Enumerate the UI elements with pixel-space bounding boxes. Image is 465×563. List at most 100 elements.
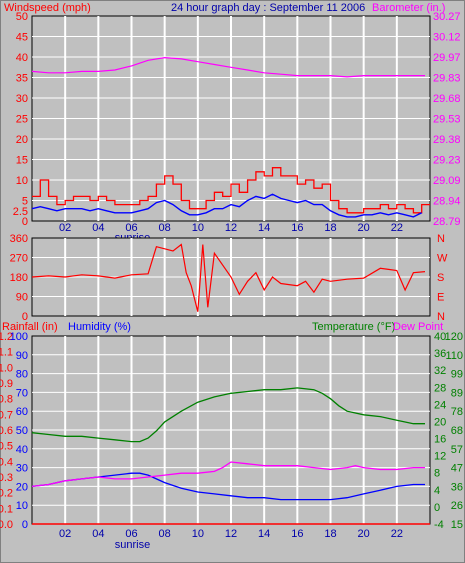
humidity-label: Humidity (%) [68,321,131,333]
celsius-tick-label: 32 [434,365,446,377]
wind-tick-label: 25 [16,114,28,126]
barometer-tick-label: 30.27 [433,11,461,23]
celsius-tick-label: 0 [434,502,440,514]
compass-tick-label: E [437,292,444,304]
compass-tick-label: N [437,233,445,245]
humidity-line [31,472,425,501]
humidity-tick-label: 20 [16,481,28,493]
fahrenheit-tick-label: 47 [451,463,463,475]
humidity-tick-label: 0 [22,519,28,531]
barometer-tick-label: 29.83 [433,73,461,85]
temperature-line [31,387,425,443]
barometer-line [31,56,425,78]
sunrise-label: sunrise [115,539,150,551]
wind-series [31,56,430,218]
temp-right-axis: -4 0 4 8 12 16 20 24 28 32 36 40 15 26 36 47 57 68 78 89 99 1… [434,331,463,531]
rain-tick-label: 0.8 [0,394,13,406]
celsius-tick-label: 24 [434,399,446,411]
wind-tick-label: 15 [16,155,28,167]
humidity-tick-label: 80 [16,369,28,381]
x-tick-label: 04 [92,528,104,540]
x-tick-label: 18 [324,528,336,540]
rain-tick-label: 0.9 [0,378,13,390]
rain-tick-label: 0.6 [0,425,13,437]
wind-left-axis: 02.55 10 15 20 25 30 35 40 45 50 [13,11,28,228]
fahrenheit-tick-label: 89 [451,387,463,399]
direction-tick-label: 180 [10,272,28,284]
wind-tick-label: 35 [16,73,28,85]
barometer-tick-label: 29.97 [433,52,461,64]
fahrenheit-tick-label: 15 [451,519,463,531]
rain-tick-label: 0.4 [0,456,13,468]
x-tick-label: 08 [159,222,171,234]
barometer-tick-label: 29.38 [433,134,461,146]
windspeed-label: Windspeed (mph) [4,2,91,14]
x-tick-label: 16 [291,222,303,234]
fahrenheit-tick-label: 78 [451,406,463,418]
celsius-tick-label: 8 [434,468,440,480]
wind-tick-label: 5 [22,196,28,208]
dew-point-label: Dew Point [393,321,443,333]
wind-tick-label: 50 [16,11,28,23]
fahrenheit-tick-label: 36 [451,481,463,493]
x-tick-label: 04 [92,222,104,234]
rain-tick-label: 1.0 [0,362,13,374]
dew-point-line [31,461,425,488]
fahrenheit-tick-label: 68 [451,425,463,437]
compass-tick-label: S [437,272,444,284]
wind-grid [32,16,430,221]
temp-left-axis: 0.0 0.1 0.2 0.3 0.4 0.5 0.6 0.7 0.8 0.9 1.0 1.1 1.2 0… [0,331,28,531]
direction-series [31,243,426,312]
celsius-tick-label: -4 [434,519,444,531]
barometer-tick-label: 30.12 [433,32,461,44]
direction-tick-label: 270 [10,253,28,265]
rain-tick-label: 0.1 [0,503,13,515]
wind-tick-label: 30 [16,93,28,105]
humidity-tick-label: 70 [16,387,28,399]
humidity-tick-label: 60 [16,406,28,418]
temperature-label: Temperature (°F) [312,321,395,333]
avg-wind-line [31,193,423,218]
barometer-tick-label: 29.09 [433,175,461,187]
barometer-tick-label: 29.68 [433,93,461,105]
temp-x-axis: 02 04 06 08 10 12 14 16 18 20 22 sunrise [59,528,403,551]
barometer-tick-label: 29.23 [433,155,461,167]
humidity-tick-label: 10 [16,500,28,512]
rain-tick-label: 0.3 [0,472,13,484]
rain-tick-label: 1.2 [0,331,13,343]
direction-tick-label: 90 [16,292,28,304]
rain-tick-label: 0.0 [0,519,13,531]
x-tick-label: 12 [225,222,237,234]
direction-tick-label: 0 [22,311,28,323]
barometer-tick-label: 28.94 [433,196,461,208]
wind-tick-label: 40 [16,52,28,64]
celsius-tick-label: 20 [434,416,446,428]
rain-tick-label: 0.5 [0,441,13,453]
fahrenheit-tick-label: 57 [451,444,463,456]
humidity-tick-label: 40 [16,444,28,456]
wind-tick-label: 20 [16,134,28,146]
direction-line [31,243,426,312]
fahrenheit-tick-label: 99 [451,369,463,381]
celsius-tick-label: 16 [434,434,446,446]
fahrenheit-tick-label: 110 [445,350,463,362]
barometer-tick-label: 29.53 [433,114,461,126]
x-tick-label: 12 [225,528,237,540]
x-tick-label: 10 [192,222,204,234]
direction-tick-label: 360 [10,233,28,245]
x-tick-label: 22 [391,222,403,234]
barometer-label: Barometer (in.) [372,2,445,14]
fahrenheit-tick-label: 120 [445,331,463,343]
x-tick-label: 08 [159,528,171,540]
temp-series [31,387,430,525]
humidity-tick-label: 90 [16,350,28,362]
celsius-tick-label: 28 [434,382,446,394]
humidity-tick-label: 50 [16,425,28,437]
gust-line [32,167,430,214]
compass-tick-label: N [437,311,445,323]
fahrenheit-tick-label: 26 [451,500,463,512]
